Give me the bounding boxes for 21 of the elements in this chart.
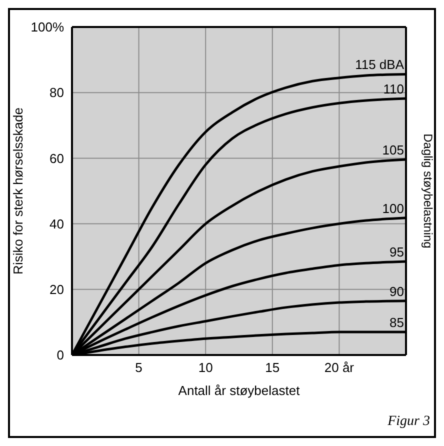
y2-axis-title: Daglig støybelastning bbox=[420, 134, 435, 248]
series-label: 90 bbox=[390, 284, 404, 299]
series-label: 115 dBA bbox=[355, 57, 404, 72]
series-label: 95 bbox=[390, 244, 404, 260]
text: Figur 3 bbox=[388, 414, 430, 430]
y-tick-label: 80 bbox=[50, 85, 64, 100]
series-label: 110 bbox=[383, 82, 404, 97]
x-tick-label: 10 bbox=[198, 360, 213, 376]
y-tick-label: 100% bbox=[30, 20, 64, 35]
y-tick-label: 20 bbox=[50, 282, 64, 298]
x-tick-label: 15 bbox=[265, 360, 280, 376]
y-tick-label: 40 bbox=[50, 216, 64, 232]
y-tick-label: 0 bbox=[56, 348, 64, 363]
series-label: 100 bbox=[382, 200, 404, 216]
y-axis-title: Risiko for sterk hørselsskade bbox=[10, 108, 26, 274]
series-label: 85 bbox=[390, 315, 404, 330]
x-tick-label: 20 år bbox=[324, 360, 355, 376]
x-tick-label: 5 bbox=[135, 360, 142, 376]
y-tick-label: 60 bbox=[50, 150, 64, 166]
series-label: 105 bbox=[382, 142, 404, 158]
x-axis-title: Antall år støybelastet bbox=[178, 383, 300, 398]
